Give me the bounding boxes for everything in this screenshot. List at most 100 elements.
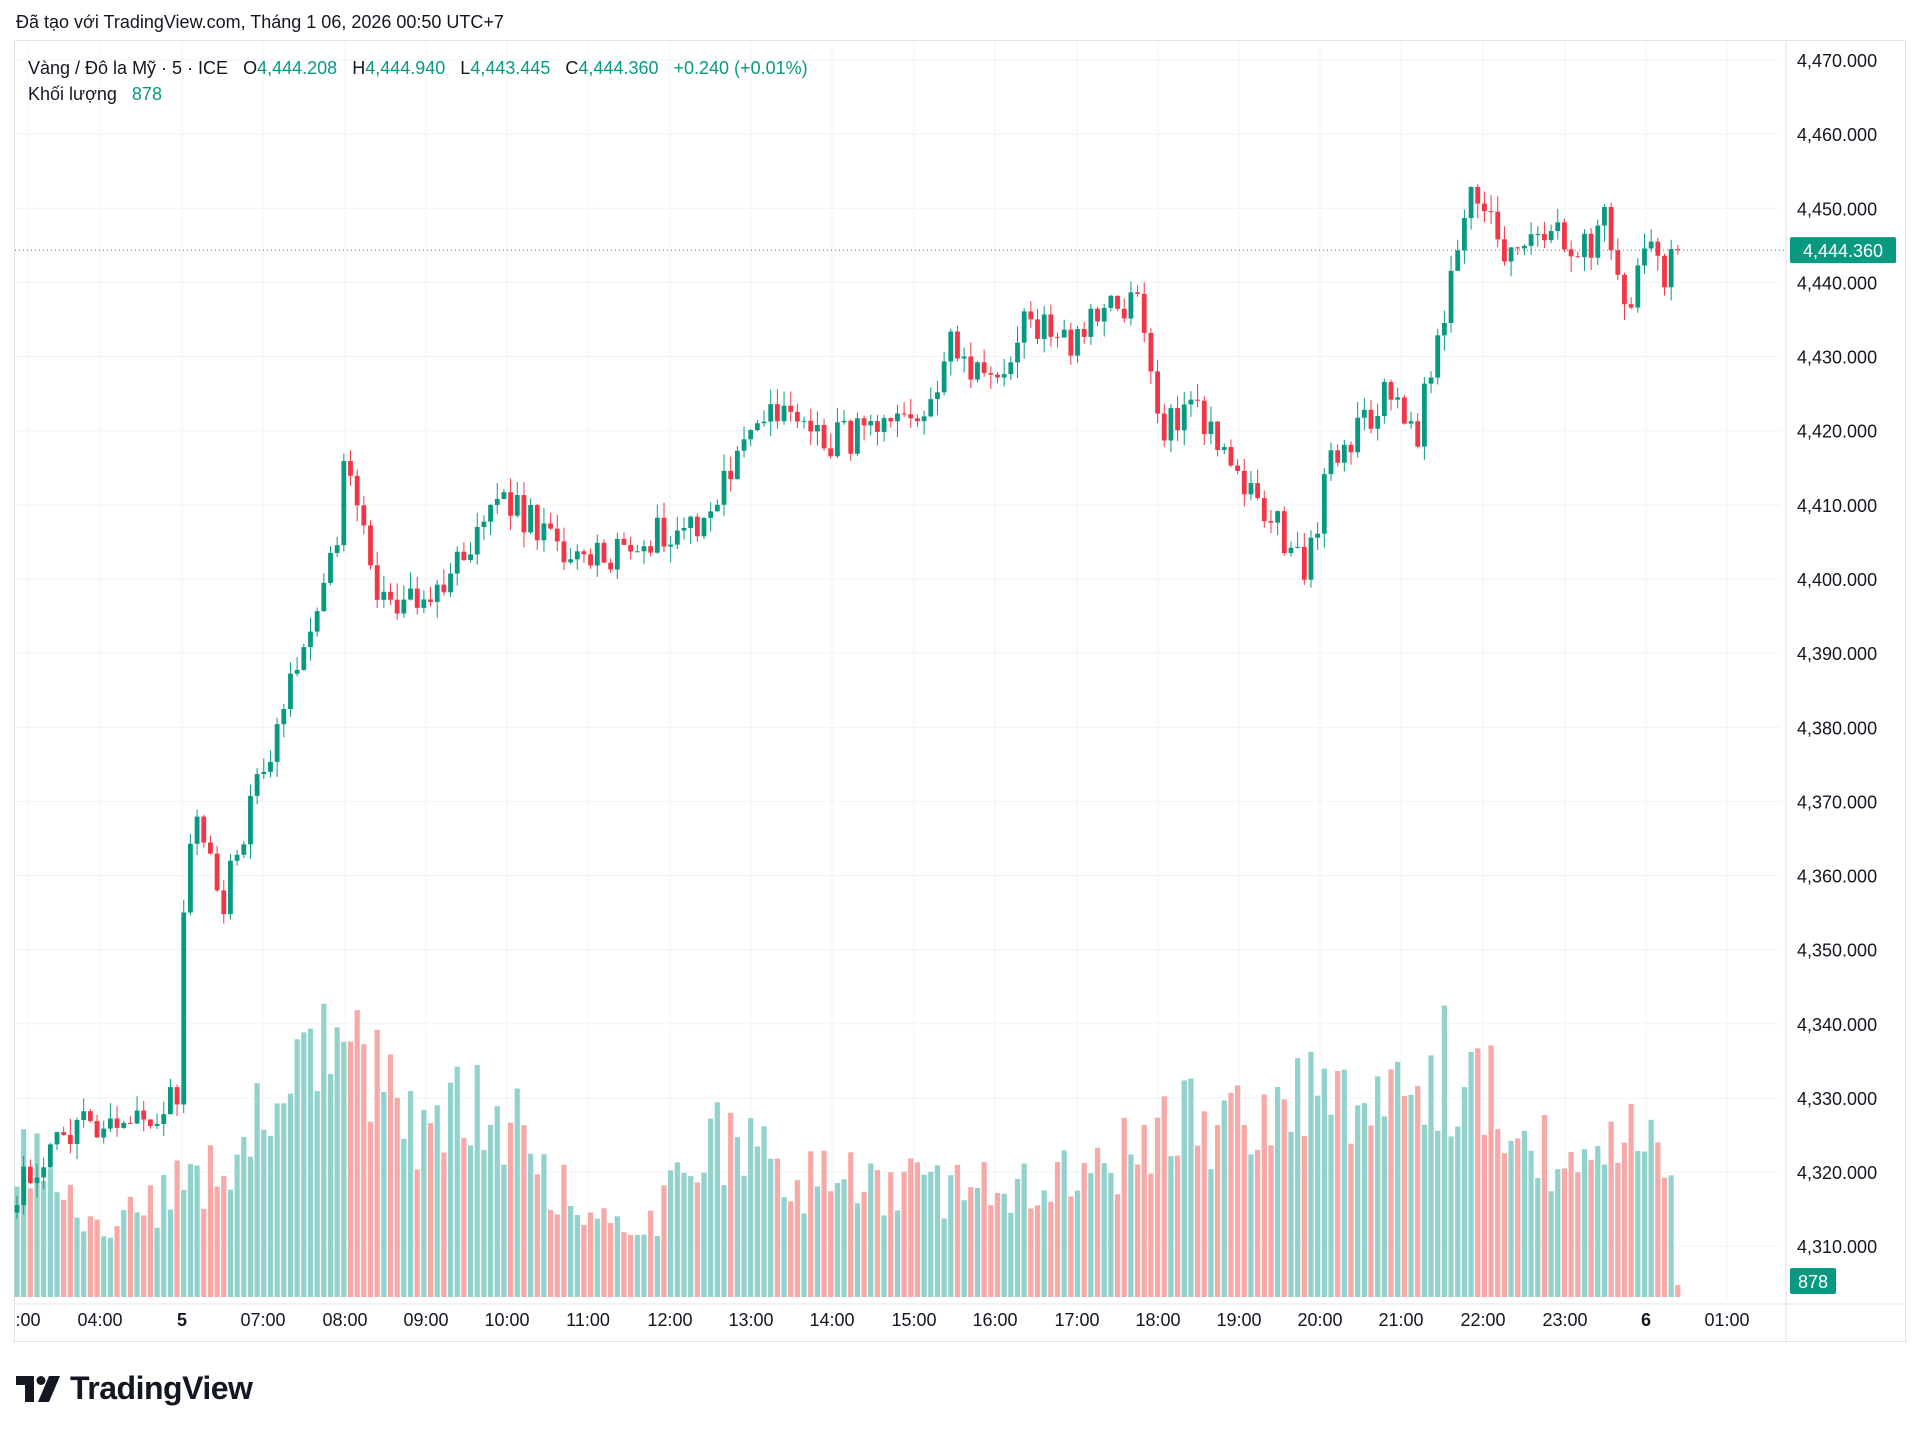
candle-body bbox=[948, 331, 954, 362]
candle-body bbox=[1588, 233, 1594, 258]
volume-bar bbox=[107, 1237, 113, 1297]
volume-bar bbox=[287, 1093, 294, 1297]
volume-bar bbox=[27, 1188, 33, 1297]
y-tick-label: 4,430.000 bbox=[1797, 348, 1877, 368]
candle-body bbox=[835, 422, 840, 457]
volume-bar bbox=[74, 1217, 80, 1297]
volume-bar bbox=[874, 1170, 881, 1297]
candle-body bbox=[454, 551, 460, 574]
volume-bar bbox=[114, 1226, 120, 1297]
high-number: 4,444.940 bbox=[365, 58, 446, 78]
candle-body bbox=[348, 461, 353, 476]
volume-label[interactable]: Khối lượng bbox=[28, 84, 117, 104]
candle-body bbox=[928, 399, 934, 417]
volume-bar bbox=[1275, 1087, 1281, 1297]
candle-body bbox=[1201, 400, 1207, 435]
volume-bar bbox=[141, 1215, 147, 1297]
candle-body bbox=[975, 362, 980, 380]
volume-bar bbox=[1008, 1212, 1014, 1297]
candle-body bbox=[1508, 247, 1514, 262]
volume-bar bbox=[648, 1210, 654, 1297]
volume-bar bbox=[841, 1179, 847, 1297]
candle-body bbox=[334, 545, 340, 553]
candle-body bbox=[34, 1177, 40, 1184]
candle-body bbox=[421, 599, 427, 608]
candle-body bbox=[27, 1166, 33, 1184]
volume-bar bbox=[1628, 1103, 1634, 1297]
candle-body bbox=[127, 1122, 133, 1124]
candle-body bbox=[828, 448, 834, 457]
volume-row: Khối lượng 878 bbox=[28, 81, 818, 107]
candle-body bbox=[1368, 409, 1374, 429]
high-value: H4,444.940 bbox=[352, 58, 445, 78]
candle-body bbox=[1028, 311, 1034, 320]
candle-body bbox=[661, 517, 667, 547]
candle-body bbox=[1628, 304, 1634, 308]
volume-bar bbox=[1048, 1201, 1054, 1297]
volume-bar bbox=[34, 1133, 40, 1297]
volume-bar bbox=[474, 1064, 480, 1297]
volume-bar bbox=[1501, 1153, 1508, 1297]
y-tick-label: 4,350.000 bbox=[1797, 941, 1877, 961]
candle-body bbox=[1448, 270, 1454, 323]
volume-bar bbox=[1295, 1058, 1301, 1297]
volume-bar bbox=[1141, 1124, 1147, 1297]
volume-bar bbox=[1308, 1051, 1314, 1297]
candle-body bbox=[1435, 335, 1441, 378]
volume-bar bbox=[1154, 1117, 1161, 1297]
candle-body bbox=[821, 424, 827, 449]
volume-bar bbox=[1375, 1076, 1381, 1297]
candle-body bbox=[801, 420, 807, 422]
candle-body bbox=[1315, 533, 1321, 538]
candle-body bbox=[1602, 207, 1607, 226]
candle-body bbox=[1595, 225, 1601, 258]
volume-bar bbox=[614, 1216, 620, 1297]
volume-bar bbox=[214, 1186, 220, 1297]
x-tick-label: 01:00 bbox=[1704, 1310, 1749, 1330]
volume-bar bbox=[888, 1172, 894, 1297]
candle-body bbox=[1015, 342, 1020, 363]
candle-body bbox=[1502, 239, 1507, 262]
candle-body bbox=[768, 404, 774, 422]
volume-bar bbox=[387, 1054, 394, 1297]
candle-body bbox=[1642, 248, 1647, 266]
volume-bar bbox=[521, 1125, 527, 1297]
volume-bar bbox=[1114, 1194, 1121, 1297]
candle-body bbox=[441, 584, 447, 593]
volume-bar bbox=[1221, 1100, 1227, 1297]
volume-bar bbox=[661, 1185, 667, 1297]
symbol-label[interactable]: Vàng / Đô la Mỹ · 5 · ICE bbox=[28, 58, 229, 78]
volume-bar bbox=[1488, 1045, 1494, 1297]
volume-bar bbox=[1281, 1099, 1287, 1297]
volume-bar bbox=[1368, 1125, 1374, 1297]
volume-bar bbox=[401, 1138, 407, 1297]
volume-bar bbox=[861, 1191, 867, 1297]
tradingview-logo[interactable]: TradingView bbox=[16, 1370, 253, 1407]
volume-bar bbox=[1068, 1196, 1074, 1297]
candle-body bbox=[501, 492, 507, 499]
chart-frame[interactable] bbox=[14, 40, 1906, 1342]
volume-bar bbox=[1408, 1094, 1414, 1297]
candle-body bbox=[114, 1118, 120, 1128]
volume-bar bbox=[1601, 1164, 1608, 1297]
candle-body bbox=[1355, 417, 1361, 453]
candle-body bbox=[1008, 362, 1014, 375]
candle-body bbox=[668, 544, 674, 547]
volume-bar bbox=[1235, 1085, 1241, 1297]
volume-bar bbox=[1468, 1051, 1474, 1297]
candle-body bbox=[1441, 322, 1447, 336]
candle-body bbox=[67, 1134, 73, 1144]
volume-bar bbox=[954, 1164, 961, 1297]
volume-bar bbox=[914, 1162, 921, 1297]
candle-body bbox=[641, 546, 647, 552]
candle-body bbox=[248, 795, 253, 845]
volume-bar bbox=[1421, 1124, 1427, 1297]
candle-body bbox=[601, 542, 607, 563]
candle-body bbox=[901, 413, 907, 415]
candle-body bbox=[1261, 498, 1267, 522]
volume-bar bbox=[47, 1168, 53, 1297]
candle-body bbox=[881, 418, 887, 432]
volume-bar bbox=[274, 1103, 280, 1297]
candle-body bbox=[1295, 546, 1301, 548]
